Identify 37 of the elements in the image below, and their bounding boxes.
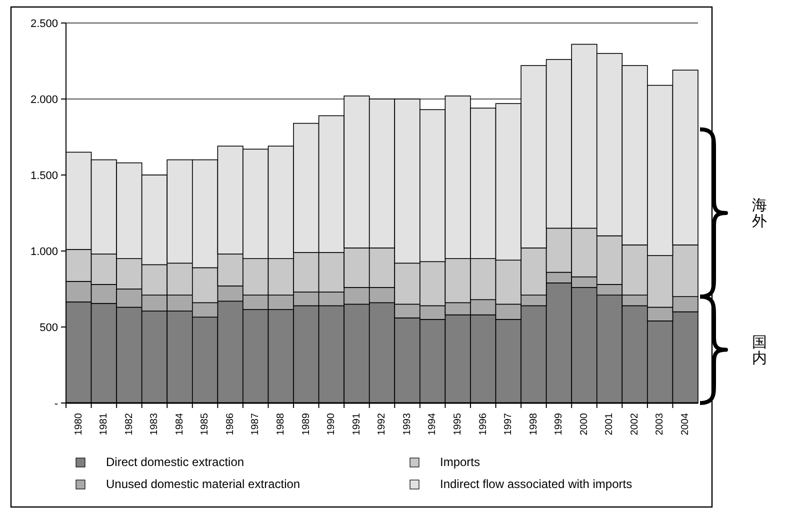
legend-label: Indirect flow associated with imports [440,477,632,491]
x-tick-label: 1992 [376,412,388,436]
x-tick-label: 2002 [629,412,640,436]
text: 海外 [752,197,767,230]
x-tick-label: 1989 [300,412,312,436]
legend-label: Direct domestic extraction [106,455,244,469]
legend-label: Imports [440,455,480,469]
y-tick-label: 2.500 [30,18,58,30]
x-tick-label: 1984 [174,412,186,436]
y-tick-label: - [54,398,58,410]
legend-label: Unused domestic material extraction [106,477,300,491]
y-tick-label: 2.000 [30,94,58,106]
x-tick-label: 2000 [578,412,590,436]
x-tick-label: 1994 [427,412,438,436]
x-tick-label: 1985 [200,412,211,436]
x-tick-label: 1986 [224,412,236,436]
x-tick-label: 1983 [149,412,160,436]
text: 国内 [752,334,767,367]
x-tick-label: 1996 [478,412,489,436]
x-tick-label: 1990 [326,412,338,436]
x-tick-label: 1999 [554,412,565,436]
x-tick-label: 2001 [604,412,616,436]
x-tick-label: 2004 [680,412,691,436]
x-tick-label: 1993 [402,412,413,436]
x-tick-label: 1981 [98,412,110,436]
x-tick-label: 1995 [452,412,464,436]
x-tick-label: 1982 [124,412,135,436]
x-tick-label: 1988 [276,412,287,436]
x-tick-label: 1987 [250,412,262,436]
x-tick-label: 1980 [73,412,84,436]
x-tick-label: 1998 [528,412,540,436]
y-tick-label: 1.000 [30,246,58,258]
x-tick-label: 1997 [503,412,514,436]
x-tick-label: 1991 [351,412,362,436]
y-tick-label: 500 [40,322,58,334]
y-tick-label: 1.500 [30,170,58,182]
x-tick-label: 2003 [654,412,666,436]
